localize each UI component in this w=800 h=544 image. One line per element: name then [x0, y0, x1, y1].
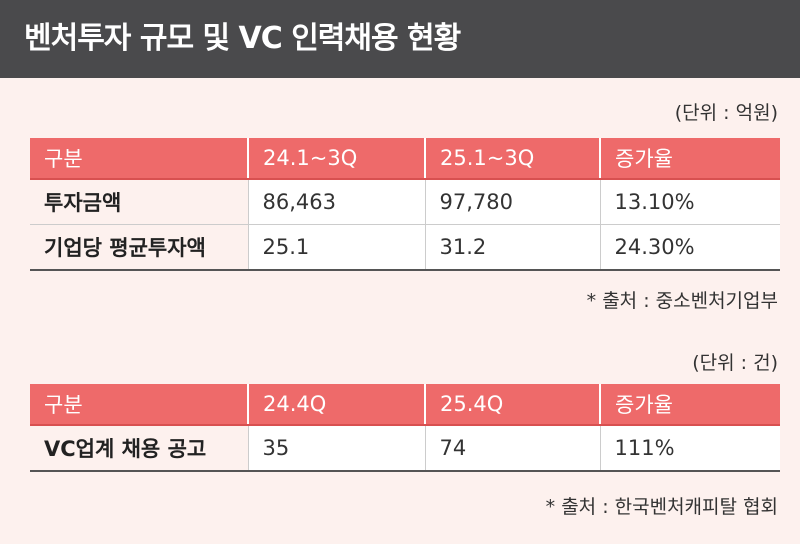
table: 구분 24.1~3Q 25.1~3Q 증가율 투자금액 86,463 97,780 13.1… — [30, 138, 780, 271]
source: * 출처 : 한국벤처캐피탈 협회 — [545, 496, 778, 518]
cell: 111% — [599, 425, 780, 472]
row-label: 투자금액 — [30, 179, 248, 225]
cell: 25.1 — [247, 224, 425, 271]
column-header: 증가율 — [599, 384, 780, 426]
cell: 86,463 — [247, 179, 425, 225]
cell: 13.10% — [599, 179, 780, 225]
column-header: 구분 — [30, 138, 248, 180]
column-header: 구분 — [30, 384, 248, 426]
table: 구분 24.4Q 25.4Q 증가율 VC업계 채용 공고 35 74 111% — [30, 384, 780, 472]
title: 벤처투자 규모 및 VC 인력채용 현황 — [0, 0, 800, 78]
unit-label: (단위 : 억원) — [674, 102, 778, 124]
column-header: 24.4Q — [247, 384, 425, 426]
source: * 출처 : 중소벤처기업부 — [586, 290, 778, 312]
cell: 31.2 — [424, 224, 600, 271]
cell: 74 — [424, 425, 600, 472]
column-header: 25.4Q — [424, 384, 600, 426]
row-label: 기업당 평균투자액 — [30, 224, 248, 271]
column-header: 25.1~3Q — [424, 138, 600, 180]
row-label: VC업계 채용 공고 — [30, 425, 248, 472]
column-header: 증가율 — [599, 138, 780, 180]
column-header: 24.1~3Q — [247, 138, 425, 180]
unit-label: (단위 : 건) — [692, 352, 778, 374]
cell: 35 — [247, 425, 425, 472]
cell: 97,780 — [424, 179, 600, 225]
cell: 24.30% — [599, 224, 780, 271]
